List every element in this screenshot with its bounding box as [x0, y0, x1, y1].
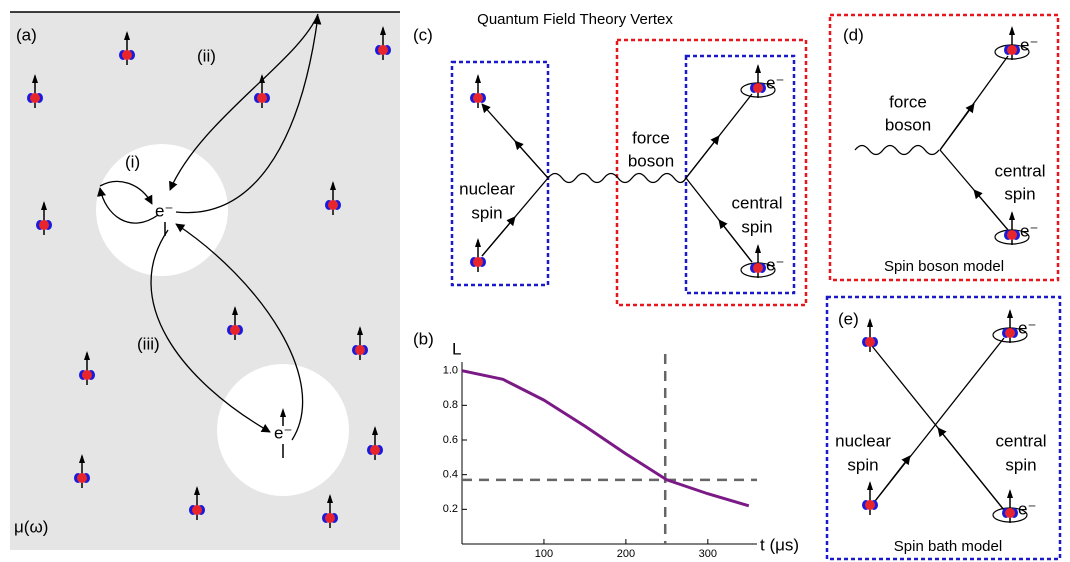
panel-label: (c)	[413, 25, 433, 44]
electron-label: e⁻	[274, 423, 292, 442]
path-label: (i)	[125, 152, 140, 171]
force-boson-label: boson	[885, 115, 931, 134]
panel-label: (b)	[413, 329, 434, 348]
caption: Spin bath model	[894, 538, 1002, 555]
electron-label: e⁻	[1020, 35, 1038, 54]
x-tick-label: 300	[699, 548, 717, 560]
electron-label: e⁻	[766, 73, 784, 92]
y-tick-label: 0.6	[443, 434, 458, 446]
caption: Spin boson model	[884, 258, 1004, 275]
data-line	[461, 369, 750, 508]
nuclear-spin-label: spin	[847, 455, 878, 474]
central-spin-label: central	[995, 431, 1046, 450]
y-tick-label: 1.0	[443, 365, 458, 377]
y-tick-label: 0.8	[443, 399, 458, 411]
nuclear-spin-label: nuclear	[835, 431, 891, 450]
panel-label: (d)	[843, 25, 864, 44]
x-tick-label: 100	[535, 548, 553, 560]
central-spin-label: spin	[1005, 455, 1036, 474]
central-spin-label: spin	[741, 217, 772, 236]
path-label: (iii)	[137, 334, 160, 353]
x-tick-label: 200	[617, 548, 635, 560]
electron-label: e⁻	[1018, 499, 1036, 518]
central-spin-label: central	[731, 193, 782, 212]
panel-d: (d) e⁻ e⁻ force boson central spin Spin …	[828, 13, 1060, 282]
electron-label: e⁻	[1018, 318, 1036, 337]
panel-a: (a) (i) (ii) (iii) e⁻ e⁻ μ(ω)	[10, 11, 400, 550]
force-boson-label: force	[889, 92, 927, 111]
electron-label: e⁻	[1020, 221, 1038, 240]
central-spin-label: spin	[1004, 184, 1035, 203]
panel-c: (c) Quantum Field Theory Vertex e⁻ e⁻ nu…	[413, 11, 808, 307]
panel-e: (e) e⁻ e⁻ nuclear spin central spin Spin…	[825, 295, 1062, 561]
panel-label: (a)	[16, 25, 37, 44]
electron-label: e⁻	[155, 201, 173, 220]
footer-label: μ(ω)	[14, 517, 48, 536]
path-label: (ii)	[197, 46, 216, 65]
force-boson-label: force	[632, 128, 670, 147]
nuclear-spin-label: nuclear	[459, 179, 515, 198]
panel-title: Quantum Field Theory Vertex	[477, 11, 673, 28]
nuclear-spin-label: spin	[471, 203, 502, 222]
x-axis-label: t (μs)	[760, 535, 799, 554]
electron-label: e⁻	[766, 255, 784, 274]
y-tick-label: 0.2	[443, 503, 458, 515]
y-axis-label: L	[452, 339, 461, 358]
y-tick-label: 0.4	[443, 469, 458, 481]
panel-label: (e)	[838, 309, 859, 328]
force-boson-label: boson	[628, 151, 674, 170]
panel-b: (b) L t (μs) 0.2 0.4 0.6 0.8 1.0 100 200 300	[413, 329, 799, 559]
central-spin-label: central	[994, 161, 1045, 180]
